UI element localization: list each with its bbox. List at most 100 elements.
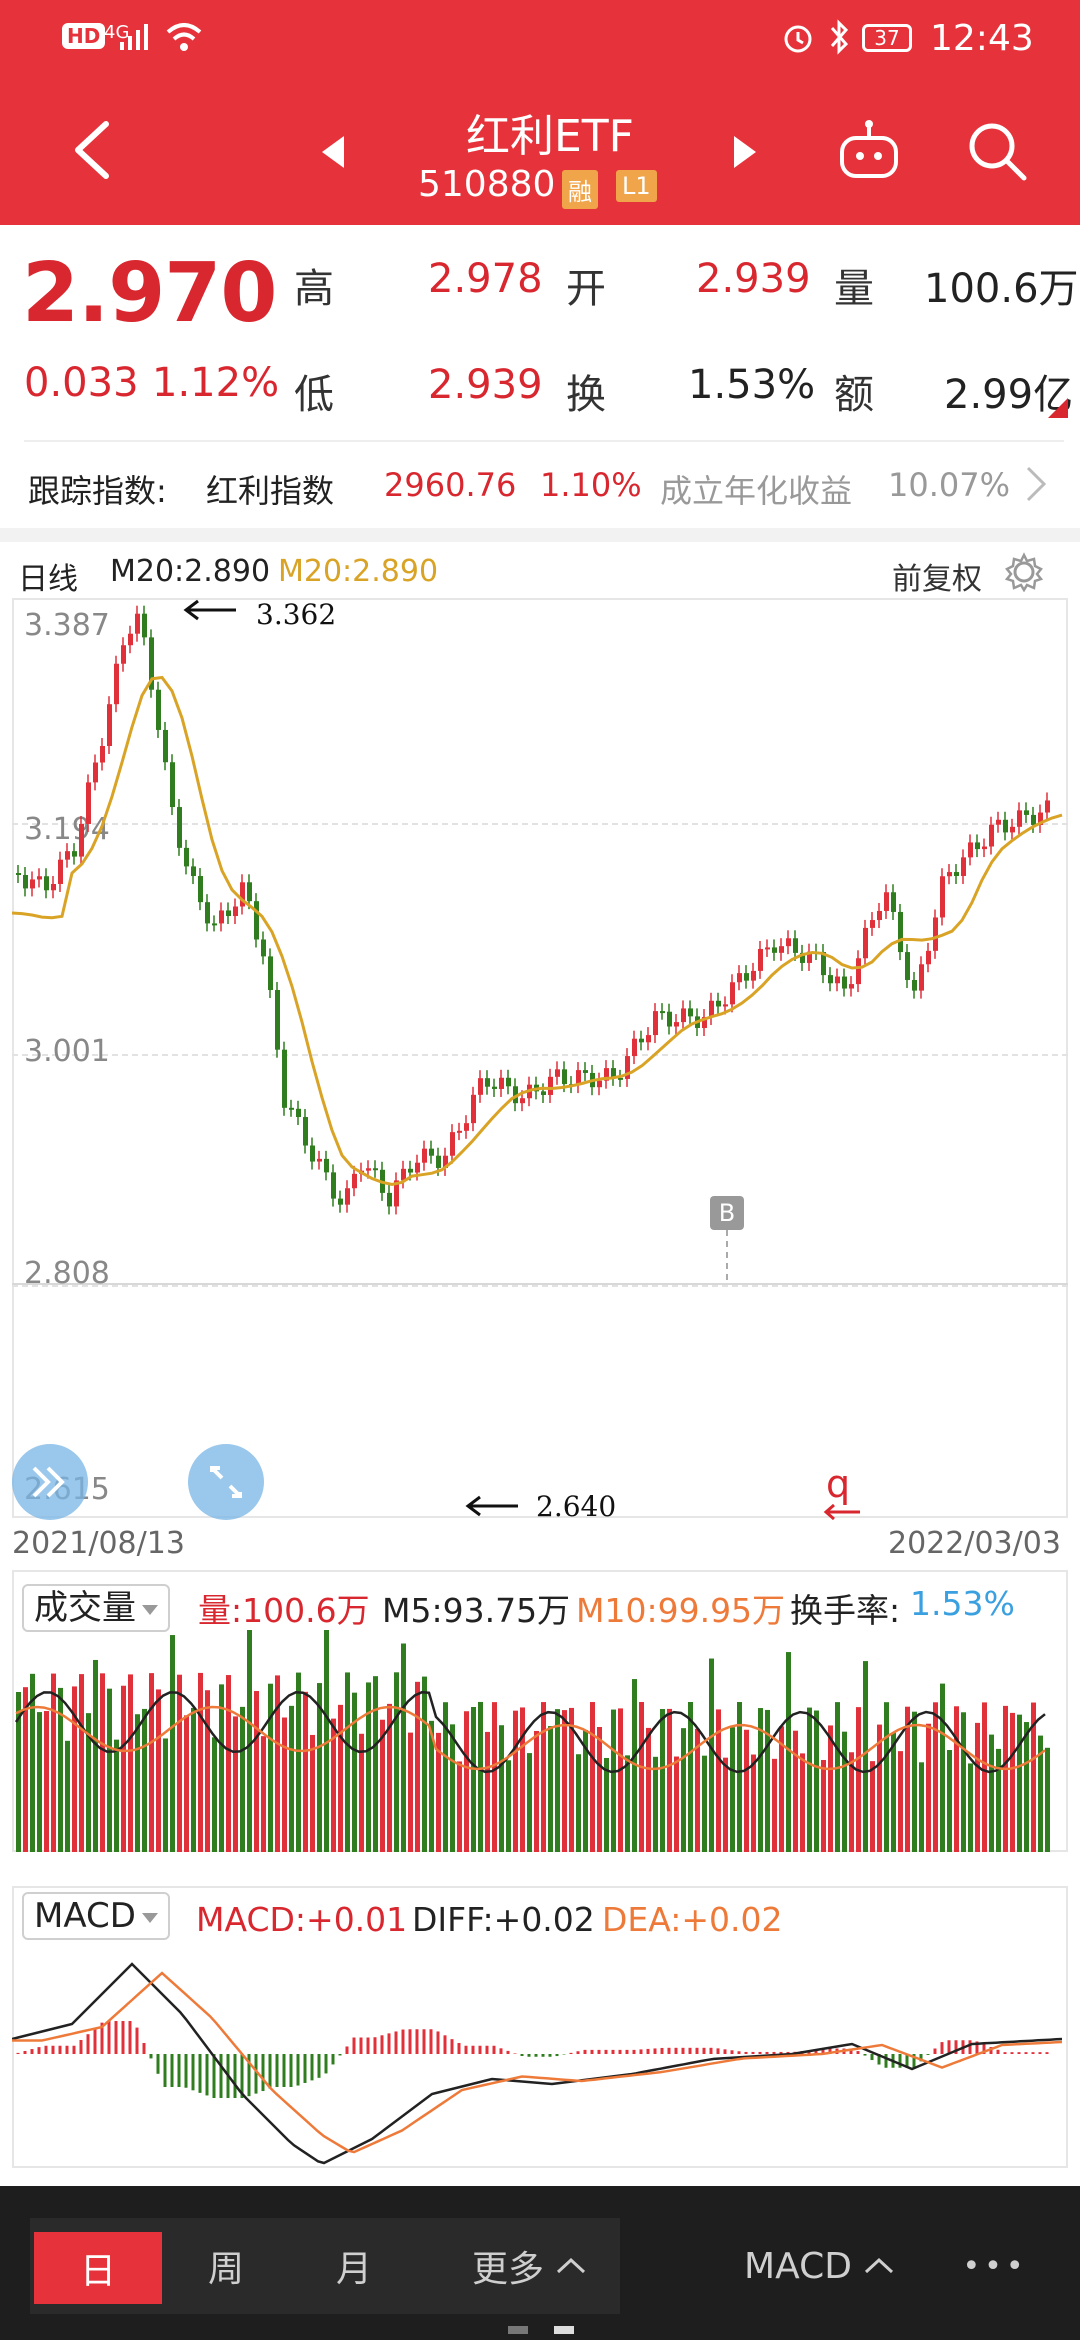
candle (317, 1158, 322, 1162)
volume-bar (800, 1753, 805, 1852)
page-indicator-active (554, 2326, 574, 2334)
candle (744, 973, 749, 981)
volume-bar (835, 1702, 840, 1852)
q-arrow-icon (823, 1503, 860, 1521)
volume-bar (660, 1709, 665, 1852)
volume-bar (282, 1717, 287, 1852)
candle (513, 1086, 518, 1104)
candle (44, 876, 49, 891)
candle (681, 1008, 686, 1023)
macd-selector[interactable]: MACD (22, 1892, 170, 1940)
volume-bar (58, 1687, 63, 1852)
candle (982, 846, 987, 850)
tab-more[interactable]: 更多 (440, 2230, 620, 2302)
volume-bar (828, 1725, 833, 1852)
dea-value: DEA:+0.02 (602, 1900, 783, 1939)
volume-bar (758, 1708, 763, 1852)
volume-selector[interactable]: 成交量 (22, 1580, 170, 1632)
candle (1045, 800, 1050, 813)
candle (604, 1068, 609, 1081)
tab-day[interactable]: 日 (34, 2232, 162, 2304)
volume-bar (177, 1674, 182, 1852)
more-options-button[interactable]: ••• (962, 2248, 1028, 2284)
volume-bar (142, 1708, 147, 1852)
candle (702, 1017, 707, 1028)
candle (856, 958, 861, 985)
candle (1017, 810, 1022, 827)
divider (24, 440, 1064, 442)
y-tick: 3.001 (24, 1034, 110, 1069)
expand-button[interactable] (188, 1444, 264, 1520)
candle (170, 762, 175, 808)
y-tick: 3.387 (24, 608, 110, 643)
volume-bar (401, 1643, 406, 1852)
tab-month[interactable]: 月 (335, 2249, 372, 2290)
volume-bar (86, 1713, 91, 1852)
q-marker[interactable]: q (826, 1462, 851, 1506)
candle (72, 851, 77, 857)
collapse-button[interactable] (12, 1444, 88, 1520)
chevron-up-icon (864, 2257, 893, 2274)
volume-bar (16, 1692, 21, 1852)
open-value: 2.939 (696, 256, 811, 302)
volume-bar (240, 1706, 245, 1852)
macd-chart-frame[interactable] (12, 1886, 1068, 2168)
volume-bar (604, 1757, 609, 1852)
volume-bar (324, 1630, 329, 1852)
volume-m10: M10:99.95万 (576, 1591, 786, 1630)
volume-bar (583, 1730, 588, 1852)
candle (485, 1078, 490, 1087)
candle (373, 1168, 378, 1171)
candle (450, 1132, 455, 1156)
robot-icon[interactable] (836, 118, 902, 182)
candle (37, 876, 42, 880)
turnover-rate-value: 1.53% (910, 1584, 1015, 1623)
amount-label: 额 (834, 372, 874, 418)
candle (338, 1198, 343, 1205)
indicator-selector[interactable]: MACD (720, 2230, 920, 2302)
buy-marker-line (726, 1230, 728, 1280)
tracking-index-name[interactable]: 红利指数 (206, 472, 335, 510)
volume-bar (891, 1732, 896, 1852)
volume-chart-frame[interactable] (12, 1570, 1068, 1852)
candle (401, 1168, 406, 1181)
volume-bar (723, 1757, 728, 1852)
candle (576, 1070, 581, 1086)
buy-marker[interactable]: B (710, 1196, 744, 1230)
next-stock-icon[interactable] (730, 132, 760, 172)
open-label: 开 (566, 266, 606, 312)
volume-bar (387, 1703, 392, 1852)
volume-bar (1031, 1702, 1036, 1852)
volume-bars (14, 1630, 1050, 1852)
low-marker-value: 2.640 (536, 1490, 617, 1523)
section-separator (0, 528, 1080, 542)
volume-bar (331, 1718, 336, 1852)
prev-stock-icon[interactable] (318, 132, 348, 172)
x-end-date: 2022/03/03 (888, 1526, 1061, 1561)
volume-bar (779, 1726, 784, 1852)
volume-bar (772, 1758, 777, 1852)
volume-bar (933, 1702, 938, 1852)
tab-week[interactable]: 周 (207, 2249, 244, 2290)
volume-bar (681, 1728, 686, 1852)
search-icon[interactable] (966, 120, 1030, 184)
candle (828, 975, 833, 984)
chevron-right-icon[interactable] (1024, 464, 1048, 504)
volume-bar (618, 1708, 623, 1852)
volume-bar (429, 1720, 434, 1852)
period-label[interactable]: 日线 (18, 562, 78, 597)
volume-bar (44, 1711, 49, 1852)
settings-gear-icon[interactable] (1004, 552, 1044, 592)
macd-chart (12, 1962, 1063, 2165)
kline-chart-frame[interactable] (12, 598, 1068, 1518)
adjust-mode[interactable]: 前复权 (892, 562, 982, 597)
double-chevron-icon (32, 1466, 65, 1498)
corner-indicator (1048, 398, 1068, 418)
candle (23, 875, 28, 889)
chevron-up-icon (556, 2257, 586, 2274)
candle (471, 1094, 476, 1124)
back-arrow-icon[interactable] (70, 118, 114, 182)
volume-bar (870, 1761, 875, 1852)
volume-bar (114, 1739, 119, 1852)
candle (387, 1192, 392, 1207)
